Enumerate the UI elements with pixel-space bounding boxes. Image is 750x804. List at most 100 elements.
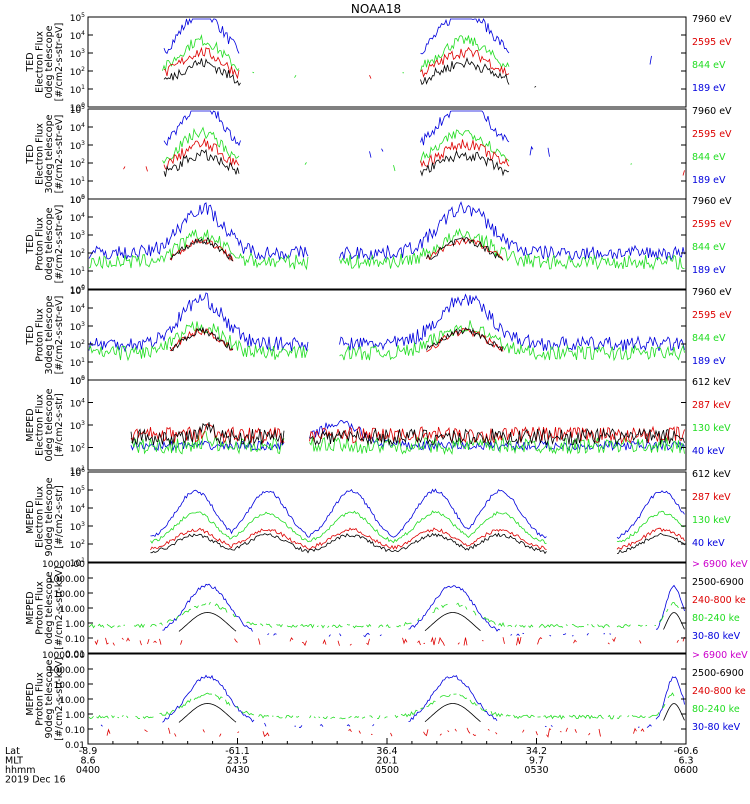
y-axis-label-line: Proton Flux bbox=[35, 581, 46, 635]
panel-legend: > 6900 keV 2500-6900 240-800 ke 80-240 ke 30… bbox=[692, 559, 748, 642]
panel-traces bbox=[89, 583, 685, 647]
y-tick-exponent: 1 bbox=[81, 357, 85, 364]
y-tick-base: 10 bbox=[70, 196, 82, 206]
trace-green bbox=[89, 693, 685, 719]
y-tick-label: 102 bbox=[70, 248, 85, 260]
y-tick-label: 0.01 bbox=[65, 741, 85, 751]
y-tick-exponent: 5 bbox=[81, 375, 85, 382]
y-tick-base: 10 bbox=[70, 160, 82, 170]
x-row-label: Lat bbox=[5, 746, 20, 757]
y-tick-base: 10 bbox=[70, 359, 82, 369]
legend-entry: 844 eV bbox=[692, 60, 726, 71]
x-row-label: hhmm bbox=[5, 765, 36, 776]
y-axis-label-line: 30deg telescope bbox=[44, 114, 55, 193]
y-tick-label: 1000.00 bbox=[48, 575, 85, 585]
y-axis-label-line: TED bbox=[25, 52, 36, 72]
y-tick-exponent: 0 bbox=[81, 194, 85, 201]
panel-legend: 612 keV 287 keV 130 keV 40 keV bbox=[692, 377, 731, 457]
y-tick-label: 101 bbox=[70, 176, 85, 188]
y-axis-label-line: Electron Flux bbox=[35, 394, 46, 456]
legend-entry: 189 eV bbox=[692, 83, 726, 94]
trace-red bbox=[169, 327, 504, 353]
y-tick-label: 10.00 bbox=[59, 696, 85, 706]
y-tick-exponent: 1 bbox=[81, 176, 85, 183]
y-tick-label: 105 bbox=[70, 375, 85, 387]
y-tick-label: 102 bbox=[70, 66, 85, 78]
x-tick-label: 0600 bbox=[674, 765, 698, 776]
x-tick-label: 8.6 bbox=[80, 756, 95, 767]
legend-entry: 130 keV bbox=[692, 515, 731, 526]
y-tick-label: 103 bbox=[70, 230, 85, 242]
trace-black bbox=[178, 612, 685, 632]
legend-entry: 844 eV bbox=[692, 152, 726, 163]
y-axis-label-line: MEPED bbox=[25, 500, 36, 533]
y-tick-exponent: 5 bbox=[81, 285, 85, 292]
legend-entry: 7960 eV bbox=[692, 14, 732, 25]
trace-green bbox=[163, 128, 682, 171]
legend-entry: 80-240 ke bbox=[692, 613, 740, 624]
y-tick-base: 10 bbox=[70, 86, 82, 96]
legend-entry: 80-240 ke bbox=[692, 704, 740, 715]
y-tick-label: 10000.00 bbox=[42, 651, 85, 661]
legend-entry: 30-80 keV bbox=[692, 722, 741, 733]
y-axis-label-line: [#/cm2-s-str-keV] bbox=[54, 657, 65, 741]
y-tick-label: 100 bbox=[70, 194, 85, 206]
x-tick-label: 0400 bbox=[76, 765, 100, 776]
y-axis-label-line: Electron Flux bbox=[35, 486, 46, 548]
x-tick-label: 34.2 bbox=[526, 746, 547, 757]
y-tick-label: 101 bbox=[70, 84, 85, 96]
y-tick-base: 10 bbox=[70, 505, 82, 515]
y-axis-label-line: MEPED bbox=[25, 682, 36, 715]
y-tick-label: 103 bbox=[70, 321, 85, 333]
legend-entry: 844 eV bbox=[692, 242, 726, 253]
y-tick-base: 10 bbox=[70, 559, 82, 569]
x-tick-label: 23.5 bbox=[227, 756, 248, 767]
y-tick-label: 106 bbox=[70, 467, 85, 479]
trace-red bbox=[150, 527, 685, 551]
panel-frame bbox=[87, 198, 687, 290]
y-tick-base: 10 bbox=[70, 287, 82, 297]
trace-blue bbox=[100, 674, 685, 728]
y-axis-label-line: 30deg telescope bbox=[44, 295, 55, 374]
legend-entry: 2595 eV bbox=[692, 129, 732, 140]
panel-legend: > 6900 keV 2500-6900 240-800 ke 80-240 ke 30… bbox=[692, 650, 748, 733]
y-tick-label: 0.10 bbox=[65, 726, 85, 736]
panel-traces bbox=[89, 674, 685, 736]
trace-green bbox=[89, 602, 683, 628]
legend-entry: > 6900 keV bbox=[692, 559, 748, 570]
trace-green bbox=[150, 510, 685, 544]
panel-legend: 7960 eV 2595 eV 844 eV 189 eV bbox=[692, 196, 732, 276]
panel-legend: 7960 eV 2595 eV 844 eV 189 eV bbox=[692, 14, 732, 94]
y-tick-label: 104 bbox=[70, 212, 85, 224]
y-tick-base: 10 bbox=[70, 400, 82, 410]
y-tick-label: 104 bbox=[70, 503, 85, 515]
y-tick-base: 10 bbox=[70, 214, 82, 224]
legend-entry: 7960 eV bbox=[692, 287, 732, 298]
y-axis-label-line: Electron Flux bbox=[35, 123, 46, 185]
y-tick-label: 105 bbox=[70, 104, 85, 116]
y-tick-label: 100 bbox=[70, 102, 85, 114]
x-tick-label: -61.1 bbox=[225, 746, 250, 757]
y-axis-label-line: [#/cm2-s-str-eV] bbox=[54, 115, 65, 194]
trace-black bbox=[164, 150, 683, 177]
y-tick-label: 100.00 bbox=[54, 681, 86, 691]
y-tick-label: 105 bbox=[70, 12, 85, 24]
legend-entry: 287 keV bbox=[692, 400, 731, 411]
y-tick-exponent: 3 bbox=[81, 48, 85, 55]
legend-entry: 30-80 keV bbox=[692, 631, 741, 642]
panel-frame bbox=[87, 653, 687, 745]
panel-frame bbox=[87, 16, 687, 108]
y-tick-exponent: 4 bbox=[81, 122, 85, 129]
y-axis-label-line: Electron Flux bbox=[35, 31, 46, 93]
trace-blue bbox=[164, 111, 637, 158]
x-tick-label: 36.4 bbox=[376, 746, 397, 757]
y-tick-base: 10 bbox=[70, 14, 82, 24]
y-tick-exponent: 6 bbox=[81, 467, 85, 474]
y-tick-label: 101 bbox=[70, 357, 85, 369]
y-tick-exponent: 4 bbox=[81, 503, 85, 510]
legend-entry: 612 keV bbox=[692, 469, 731, 480]
